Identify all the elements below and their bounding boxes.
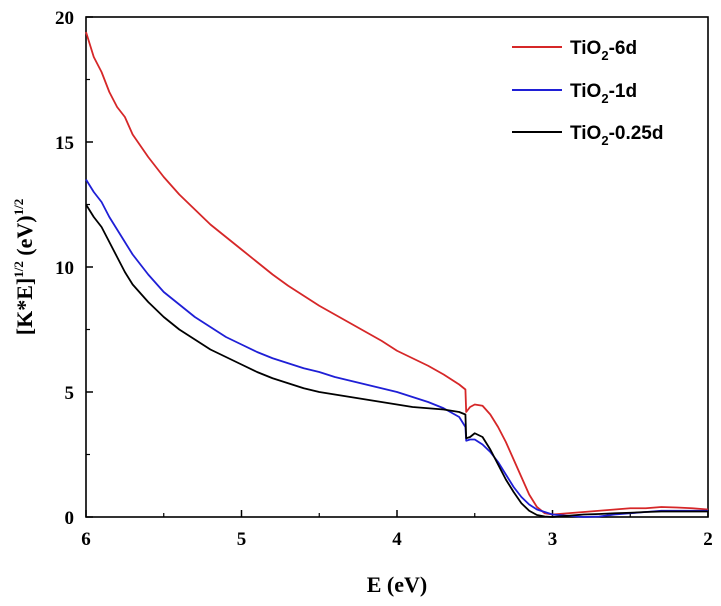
x-tick-label: 6 xyxy=(81,529,91,550)
y-tick-label: 5 xyxy=(65,383,75,404)
y-tick-label: 15 xyxy=(55,133,74,154)
y-tick-label: 0 xyxy=(65,508,75,529)
x-tick-label: 5 xyxy=(237,529,247,550)
x-tick-label: 2 xyxy=(703,529,713,550)
y-tick-label: 10 xyxy=(55,258,74,279)
x-axis-title: E (eV) xyxy=(367,572,427,597)
series-line-2 xyxy=(85,204,708,518)
series-line-1 xyxy=(85,179,708,518)
data-series xyxy=(85,31,709,518)
series-line-0 xyxy=(85,31,709,516)
x-tick-label: 4 xyxy=(392,529,402,550)
legend-label-6d: TiO2-6d xyxy=(570,38,637,63)
y-tick-label: 20 xyxy=(55,8,74,29)
legend-label-1d: TiO2-1d xyxy=(570,81,637,106)
legend: TiO2-6d TiO2-1d TiO2-0.25d xyxy=(512,38,663,148)
legend-label-0.25d: TiO2-0.25d xyxy=(570,123,663,148)
x-tick-label: 3 xyxy=(548,529,558,550)
y-axis-title: [K*E]1/2 (eV)1/2 xyxy=(11,199,37,336)
